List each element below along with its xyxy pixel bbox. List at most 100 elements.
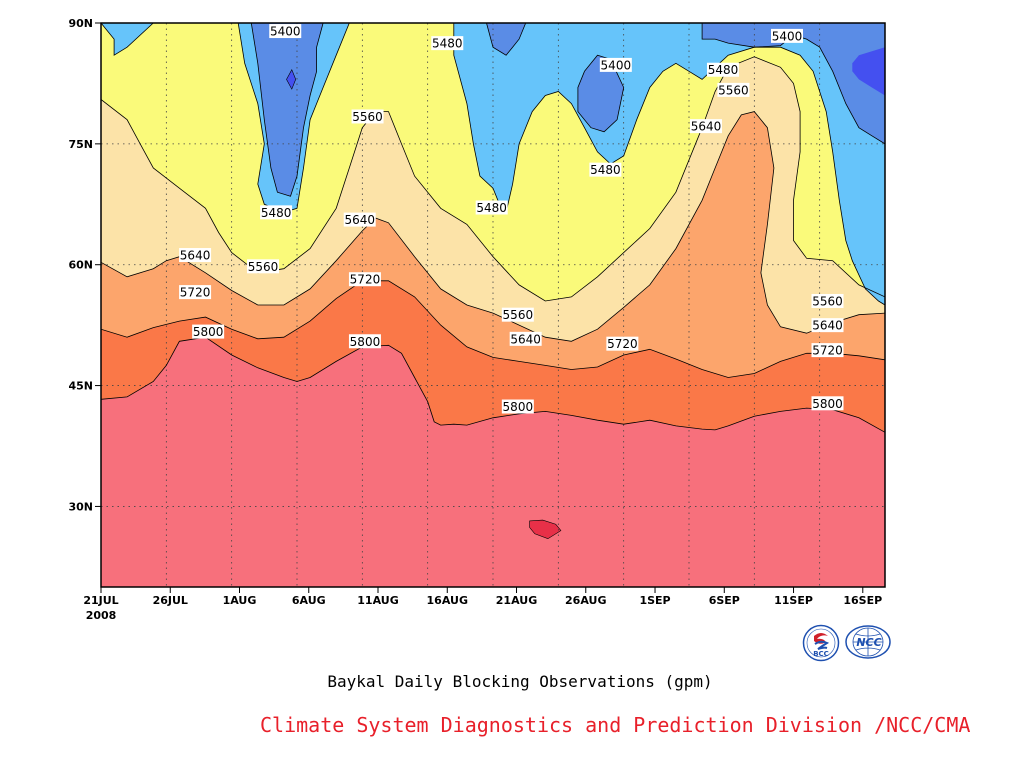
y-tick-label: 30N (68, 500, 93, 513)
plot-frame (100, 22, 886, 588)
contour-line-5640 (101, 111, 885, 342)
contour-lines (101, 23, 885, 433)
contour-label-background (343, 212, 376, 227)
contour-label-background (501, 307, 534, 322)
contour-label-value: 5480 (590, 163, 621, 177)
contour-label: 5800 (348, 334, 381, 349)
contour-label-background (348, 272, 381, 287)
contour-line-5480 (101, 23, 154, 56)
contour-label: 5560 (811, 293, 844, 308)
contour-label-background (179, 248, 212, 263)
contour-line-5400 (250, 23, 324, 197)
contour-label: 5800 (501, 399, 534, 414)
ncc-logo: NCC (844, 624, 892, 660)
y-tick-label: 60N (68, 259, 93, 272)
contour-label-background (811, 293, 844, 308)
bcc-logo-text: BCC (813, 650, 829, 658)
contour-label-value: 5800 (503, 400, 534, 414)
contour-label-value: 5560 (352, 110, 383, 124)
contour-label-value: 5800 (193, 325, 224, 339)
contour-line-5400 (577, 54, 625, 133)
contour-label-value: 5400 (270, 25, 301, 39)
contour-label: 5480 (589, 162, 622, 177)
contour-label-background (706, 62, 739, 77)
bcc-logo: BCC (802, 624, 840, 662)
contour-line-5800 (101, 336, 885, 433)
x-tick-label: 1SEP (639, 594, 670, 607)
contour-label-background (260, 205, 293, 220)
contour-label-value: 5800 (350, 335, 381, 349)
contour-line-5400 (486, 23, 527, 56)
contour-label: 5480 (260, 205, 293, 220)
contour-label: 5560 (501, 307, 534, 322)
contour-label: 5720 (179, 285, 212, 300)
contour-label-background (509, 331, 542, 346)
contour-label-value: 5560 (503, 308, 534, 322)
contour-label: 5560 (351, 109, 384, 124)
x-axis-year-label: 2008 (86, 609, 117, 622)
x-tick-label: 16AUG (427, 594, 468, 607)
contour-label-value: 5560 (812, 294, 843, 308)
contour-label-background (269, 24, 302, 39)
y-tick-label: 75N (68, 138, 93, 151)
contour-label-value: 5720 (812, 344, 843, 358)
x-tick-label: 6SEP (709, 594, 740, 607)
contour-label: 5800 (192, 324, 225, 339)
fill-extreme-low-small (286, 68, 297, 90)
y-axis: 30N 45N 60N 75N 90N (68, 17, 101, 513)
contour-label-value: 5640 (510, 332, 541, 346)
contour-label: 5480 (475, 200, 508, 215)
contour-label-background (811, 343, 844, 358)
contour-label-value: 5480 (261, 206, 292, 220)
fill-band-below-5400 (486, 23, 526, 56)
fill-band-below-5400 (702, 23, 885, 144)
contour-label: 5480 (706, 62, 739, 77)
contour-label: 5640 (689, 119, 722, 134)
contour-label-background (192, 324, 225, 339)
contour-label-background (606, 336, 639, 351)
contour-label-value: 5640 (691, 120, 722, 134)
contour-label: 5560 (247, 259, 280, 274)
contour-fills (101, 23, 885, 587)
x-tick-label: 6AUG (292, 594, 326, 607)
y-tick-label: 45N (68, 380, 93, 393)
contour-label: 5400 (269, 24, 302, 39)
fill-extreme-low (852, 47, 885, 96)
credit-line: Climate System Diagnostics and Predictio… (260, 713, 971, 737)
contour-label-value: 5720 (607, 337, 638, 351)
contour-label-value: 5480 (708, 63, 739, 77)
contour-label-background (771, 28, 803, 43)
contour-label: 5720 (348, 272, 381, 287)
contour-label: 5560 (717, 82, 750, 97)
contour-label: 5720 (811, 343, 844, 358)
x-axis: 21JUL 26JUL 1AUG 6AUG 11AUG 16AUG 21AUG 26AUG 1S… (83, 587, 882, 607)
contour-label-background (475, 200, 508, 215)
contour-label: 5400 (771, 28, 803, 43)
contour-label-value: 5560 (718, 83, 749, 97)
chart-title: Baykal Daily Blocking Observations (gpm) (327, 672, 713, 691)
contour-label-background (717, 82, 750, 97)
contour-label: 5640 (179, 248, 212, 263)
contour-label-value: 5640 (180, 249, 211, 263)
contour-label-background (351, 109, 384, 124)
x-tick-label: 16SEP (843, 594, 882, 607)
contour-label-background (247, 259, 280, 274)
contour-label-background (431, 36, 464, 51)
contour-line-5720 (101, 280, 885, 378)
ncc-logo-text: NCC (856, 636, 881, 649)
contour-label-background (811, 318, 844, 333)
contour-label-value: 5480 (432, 37, 463, 51)
contour-labels: 5400 5480 5400 5400 5480 5560 5640 5560 5480 5480… (179, 24, 844, 414)
contour-label-value: 5400 (772, 29, 803, 43)
fill-band-5720-5800 (101, 280, 885, 433)
contour-label: 5640 (509, 331, 542, 346)
contour-label-value: 5400 (601, 58, 632, 72)
x-tick-label: 26AUG (565, 594, 606, 607)
fill-band-5400-5480 (453, 23, 885, 305)
contour-label: 5400 (599, 57, 632, 72)
fill-band-below-5400 (251, 23, 324, 197)
contour-label-background (179, 285, 212, 300)
contour-label-value: 5640 (812, 319, 843, 333)
contour-label: 5640 (343, 212, 376, 227)
